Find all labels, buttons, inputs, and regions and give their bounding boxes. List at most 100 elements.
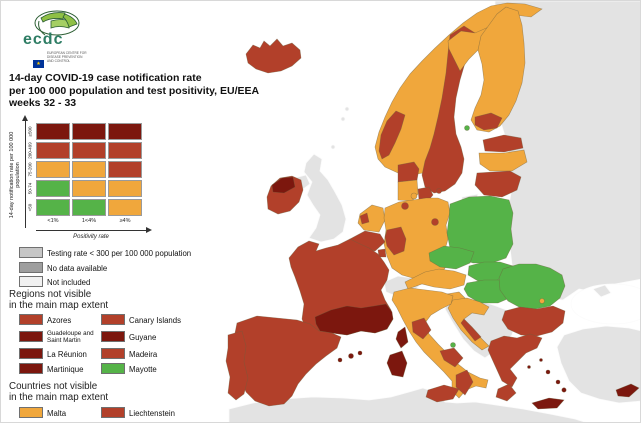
- country-swatch-malta: [19, 407, 43, 418]
- ecdc-logo-subtext: EUROPEAN CENTRE FOR DISEASE PREVENTION A…: [47, 51, 107, 63]
- map-region-estonia: [482, 134, 524, 153]
- region-label-azores: Azores: [47, 316, 72, 325]
- matrix-col-label: <1%: [47, 218, 59, 224]
- country-swatch-liechtenstein: [101, 407, 125, 418]
- map-region-campania: [439, 347, 464, 368]
- matrix-cell: [108, 123, 142, 140]
- regions-section-heading: Regions not visible in the main map exte…: [9, 289, 108, 311]
- ecdc-wordmark: ecdc: [23, 31, 64, 48]
- map-region-balearic-island: [337, 357, 343, 363]
- region-swatch-mayotte: [101, 363, 125, 374]
- region-swatch-martinique: [19, 363, 43, 374]
- matrix-cell: [108, 142, 142, 159]
- region-swatch-madeira: [101, 348, 125, 359]
- regions-heading-line-2: in the main map extent: [9, 300, 109, 311]
- matrix-cell: [36, 123, 70, 140]
- regions-heading-line-1: Regions not visible: [9, 289, 92, 300]
- matrix-cell: [36, 142, 70, 159]
- matrix-cell: [72, 180, 106, 197]
- legend-label-no-data: No data available: [47, 264, 108, 273]
- map-region-iceland: [245, 38, 302, 74]
- matrix-y-axis-label: 14-day notification rate per 100 000 pop…: [9, 131, 21, 219]
- map-region-crete: [531, 397, 565, 410]
- matrix-col-label: 1<4%: [81, 218, 97, 224]
- map-region-aegean-island: [561, 387, 567, 393]
- map-region-finland-south: [474, 112, 503, 131]
- region-swatch-guyane: [101, 331, 125, 342]
- countries-heading-line-1: Countries not visible: [9, 381, 98, 392]
- ecdc-globe-icon: [34, 10, 80, 36]
- region-label-la-reunion: La Réunion: [47, 350, 87, 359]
- matrix-x-axis-arrow: [146, 227, 152, 233]
- map-region-ireland-northwest: [271, 176, 296, 194]
- matrix-x-axis-line: [36, 230, 146, 231]
- countries-heading-line-2: in the main map extent: [9, 392, 109, 403]
- region-label-guyane: Guyane: [129, 333, 157, 342]
- country-label-malta: Malta: [47, 409, 67, 418]
- map-region-aegean-island: [527, 365, 531, 369]
- map-region-czechia: [428, 245, 475, 270]
- title-line-3: weeks 32 - 33: [9, 97, 77, 109]
- map-region-portugal: [225, 330, 249, 401]
- map-region-shetland: [344, 106, 350, 112]
- map-region-greece: [487, 333, 543, 388]
- region-swatch-azores: [19, 314, 43, 325]
- region-swatch-guadeloupe: [19, 331, 43, 342]
- logo-subtext-line: AND CONTROL: [47, 58, 71, 63]
- map-region-finland: [470, 6, 526, 133]
- matrix-cell: [108, 180, 142, 197]
- matrix-col-label: ≥4%: [119, 218, 131, 224]
- ecdc-logo: ecdc ★ EUROPEAN CENTRE FOR DISEASE PREVE…: [23, 9, 143, 70]
- map-region-peloponnese: [495, 383, 517, 402]
- matrix-cell: [72, 199, 106, 216]
- eu-flag-icon: ★: [33, 52, 44, 70]
- map-region-cyprus: [615, 383, 640, 398]
- map-region-croatia-coast: [460, 318, 482, 342]
- map-region-tuscany: [411, 317, 432, 340]
- countries-section-heading: Countries not visible in the main map ex…: [9, 381, 108, 403]
- matrix-row-label: <50: [27, 203, 33, 212]
- map-region-balearic-island: [357, 350, 363, 356]
- map-region-norway-west: [378, 110, 406, 160]
- legend-swatch-testing-rate: [19, 247, 43, 258]
- matrix-y-axis-line: [25, 120, 26, 228]
- logo-subtext-line: DISEASE PREVENTION: [47, 54, 83, 59]
- matrix-cell: [36, 199, 70, 216]
- region-label-canary-islands: Canary Islands: [129, 316, 182, 325]
- map-region-calabria: [455, 369, 474, 396]
- map-region-united-kingdom: [303, 153, 347, 243]
- title-line-1: 14-day COVID-19 case notification rate: [9, 72, 202, 84]
- map-region-lithuania: [474, 170, 522, 198]
- matrix-cell: [72, 142, 106, 159]
- map-region-italy: [391, 287, 489, 399]
- matrix-y-axis-arrow: [22, 115, 28, 121]
- map-region-germany-west: [384, 226, 407, 256]
- map-region-molise: [450, 342, 456, 348]
- matrix-cell: [108, 161, 142, 178]
- map-region-sardinia: [386, 350, 408, 378]
- region-label-madeira: Madeira: [129, 350, 158, 359]
- matrix-x-axis-label: Positivity rate: [73, 234, 109, 240]
- legend-label-not-included: Not included: [47, 278, 91, 287]
- map-region-aland: [464, 125, 470, 131]
- map-region-balearic-island: [348, 353, 354, 359]
- region-swatch-canary-islands: [101, 314, 125, 325]
- map-region-hamburg: [401, 202, 409, 210]
- matrix-cell: [72, 123, 106, 140]
- map-region-crimea: [592, 284, 612, 298]
- matrix-grid: [36, 123, 142, 216]
- map-region-turkey: [556, 325, 640, 404]
- map-region-shetland: [340, 116, 346, 122]
- region-label-martinique: Martinique: [47, 365, 84, 374]
- map-region-berlin: [431, 218, 439, 226]
- map-region-austria: [404, 268, 467, 290]
- map-region-corsica: [395, 326, 409, 349]
- matrix-cell: [36, 180, 70, 197]
- map-region-bulgaria: [501, 305, 566, 337]
- region-label-mayotte: Mayotte: [129, 365, 157, 374]
- matrix-cell: [36, 161, 70, 178]
- map-region-aegean-island: [555, 379, 561, 385]
- map-region-bucharest: [539, 298, 545, 304]
- map-region-latvia: [478, 149, 528, 172]
